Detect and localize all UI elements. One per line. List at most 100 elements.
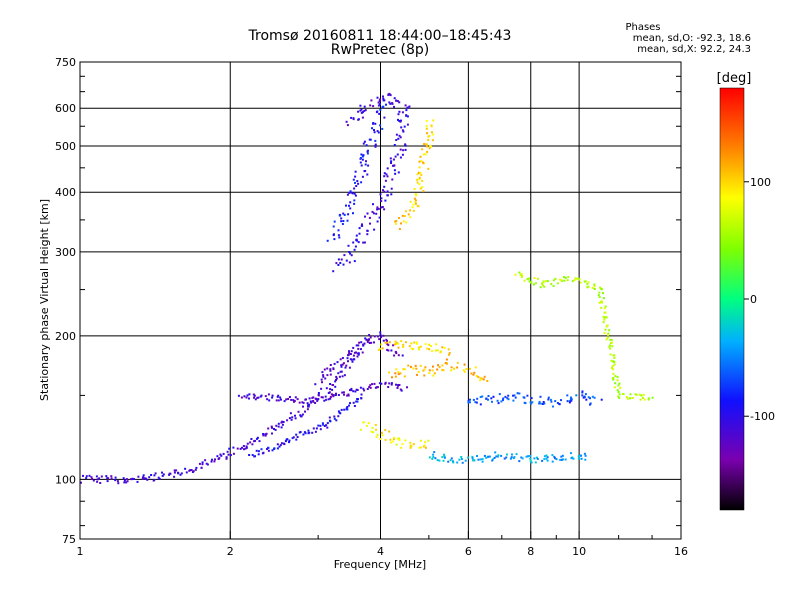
echo-point	[386, 167, 389, 170]
echo-point	[357, 110, 360, 113]
echo-point	[132, 478, 135, 480]
echo-point	[376, 130, 379, 133]
echo-point	[506, 453, 508, 456]
echo-point	[473, 371, 476, 374]
echo-point	[426, 347, 429, 350]
y-tick-label: 400	[55, 186, 76, 199]
echo-point	[519, 274, 522, 276]
echo-point	[177, 471, 179, 474]
echo-point	[355, 185, 358, 187]
echo-point	[323, 368, 326, 371]
echo-point	[428, 343, 431, 346]
echo-point	[219, 453, 222, 456]
echo-point	[376, 335, 379, 338]
echo-point	[500, 454, 503, 457]
echo-point	[400, 126, 403, 129]
echo-point	[383, 172, 386, 175]
echo-point	[349, 389, 351, 392]
echo-point	[280, 398, 282, 401]
echo-point	[431, 457, 434, 460]
echo-point	[245, 396, 248, 399]
echo-point	[175, 469, 178, 472]
echo-point	[512, 399, 515, 402]
colorbar-tick-label: 100	[750, 176, 771, 189]
echo-point	[373, 228, 376, 231]
echo-point	[602, 292, 604, 295]
y-tick-label: 75	[62, 533, 76, 546]
echo-point	[190, 469, 193, 471]
echo-point	[360, 348, 362, 351]
echo-point	[424, 343, 427, 346]
phase-stats-x: mean, sd,X: 92.2, 24.3	[637, 44, 751, 55]
echo-point	[643, 398, 646, 401]
echo-point	[639, 398, 642, 401]
echo-point	[397, 346, 400, 349]
echo-point	[428, 456, 431, 459]
phase-stats-o: mean, sd,O: -92.3, 18.6	[633, 33, 751, 44]
echo-point	[264, 433, 267, 436]
echo-point	[438, 459, 441, 462]
echo-point	[388, 101, 391, 104]
echo-point	[448, 352, 451, 355]
echo-point	[638, 393, 641, 396]
echo-point	[635, 393, 638, 396]
echo-point	[422, 161, 424, 164]
echo-point	[418, 348, 421, 351]
echo-point	[320, 387, 323, 390]
echo-point	[251, 443, 254, 446]
echo-point	[396, 100, 399, 103]
echo-point	[256, 436, 259, 439]
echo-point	[326, 239, 329, 242]
echo-point	[476, 455, 478, 457]
echo-point	[395, 443, 398, 446]
echo-point	[531, 401, 534, 404]
echo-point	[350, 116, 353, 119]
echo-point	[389, 441, 392, 444]
echo-point	[397, 384, 400, 386]
echo-point	[456, 461, 459, 464]
echo-point	[380, 336, 383, 339]
echo-point	[375, 386, 378, 389]
echo-point	[443, 453, 445, 456]
echo-point	[363, 140, 366, 143]
echo-point	[378, 338, 381, 341]
echo-point	[273, 428, 275, 430]
echo-point	[374, 143, 377, 146]
echo-point	[611, 366, 613, 369]
echo-point	[333, 415, 336, 418]
echo-point	[243, 448, 245, 451]
echo-point	[368, 386, 371, 388]
echo-point	[333, 362, 336, 365]
x-tick-label: 16	[674, 545, 688, 558]
echo-point	[456, 366, 459, 369]
echo-point	[346, 406, 349, 408]
echo-point	[520, 456, 523, 459]
colorbar-label: [deg]	[717, 71, 752, 86]
echo-point	[647, 397, 650, 400]
echo-point	[576, 277, 578, 280]
echo-point	[427, 439, 430, 442]
echo-point	[293, 400, 296, 402]
echo-point	[640, 394, 643, 397]
echo-point	[192, 470, 195, 473]
echo-point	[468, 367, 471, 370]
echo-point	[248, 393, 251, 396]
echo-point	[302, 433, 305, 436]
echo-point	[214, 458, 216, 461]
echo-point	[372, 105, 375, 108]
echo-point	[354, 175, 357, 178]
echo-point	[316, 399, 319, 402]
echo-point	[534, 461, 537, 464]
echo-point	[477, 376, 480, 379]
echo-point	[146, 478, 149, 481]
echo-point	[369, 222, 371, 225]
echo-point	[302, 401, 305, 404]
echo-point	[589, 397, 591, 400]
echo-point	[528, 280, 531, 283]
echo-point	[384, 179, 387, 182]
echo-point	[394, 155, 397, 158]
echo-point	[436, 368, 439, 371]
colorbar-tick-label: 0	[750, 293, 757, 306]
echo-point	[458, 458, 461, 461]
echo-point	[370, 341, 373, 344]
